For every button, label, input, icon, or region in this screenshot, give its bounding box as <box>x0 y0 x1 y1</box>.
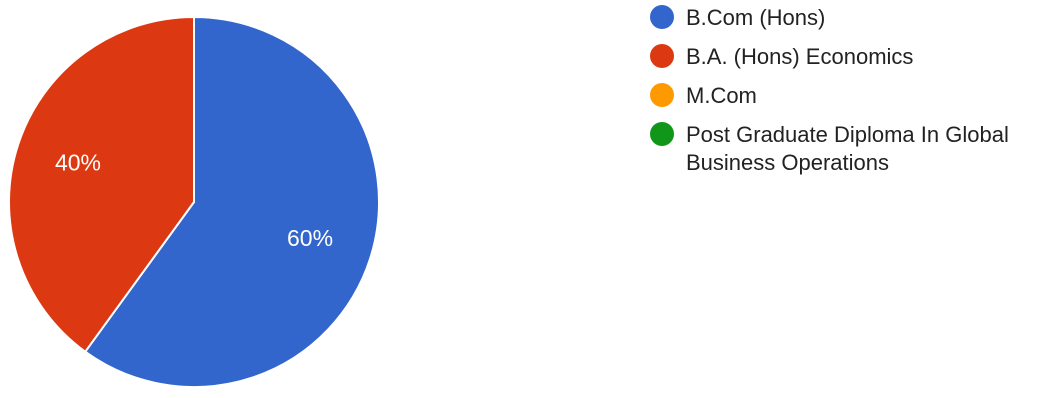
pie-slice <box>84 16 380 388</box>
legend-label: B.Com (Hons) <box>686 5 826 30</box>
legend-label: M.Com <box>686 83 757 108</box>
pie-slice <box>8 16 195 353</box>
legend-label: B.A. (Hons) Economics <box>686 44 914 69</box>
legend-swatch <box>650 83 674 107</box>
legend-swatch <box>650 122 674 146</box>
legend-swatch <box>650 5 674 29</box>
pie-chart: 60% 40% <box>8 16 380 388</box>
slice-data-label: 40% <box>55 149 101 175</box>
slice-data-label: 60% <box>287 225 333 251</box>
legend-item: B.Com (Hons) <box>650 4 1050 32</box>
pie-labels: 60% 40% <box>55 149 333 250</box>
pie-slices <box>8 16 380 388</box>
legend-item: M.Com <box>650 82 1050 110</box>
legend-label: Post Graduate Diploma In Global Business… <box>686 122 1009 175</box>
legend-item: B.A. (Hons) Economics <box>650 43 1050 71</box>
legend: B.Com (Hons) B.A. (Hons) Economics M.Com Po… <box>650 4 1050 188</box>
legend-item: Post Graduate Diploma In Global Business… <box>650 121 1050 177</box>
legend-swatch <box>650 44 674 68</box>
